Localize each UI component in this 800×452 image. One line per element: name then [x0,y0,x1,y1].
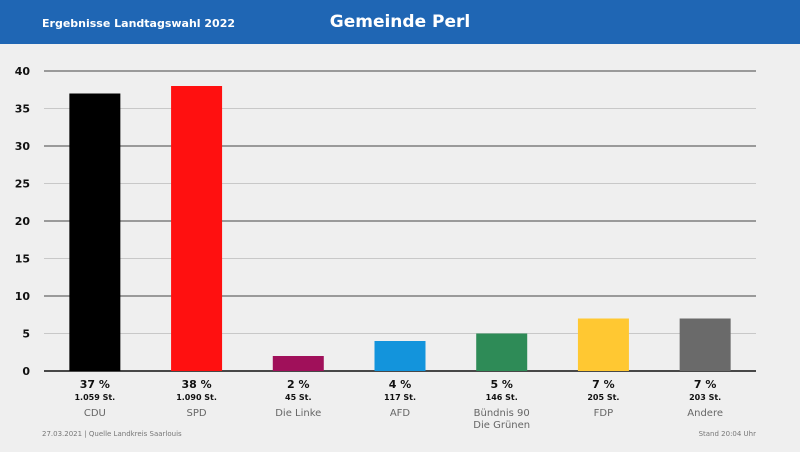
header-bar: Ergebnisse Landtagswahl 2022 Gemeinde Pe… [0,0,800,44]
bar-votes-label: 1.059 St. [74,393,115,402]
x-tick-label: Bündnis 90 [474,408,530,419]
y-tick-label: 40 [15,65,31,78]
bar-percent-label: 2 % [287,378,310,391]
x-tick-label: Die Grünen [473,420,530,431]
y-tick-label: 35 [15,103,30,116]
y-tick-label: 30 [15,140,31,153]
bar [577,318,629,371]
x-tick-label: FDP [594,408,613,419]
bar [69,93,121,371]
y-tick-label: 20 [15,215,31,228]
bar-percent-label: 7 % [694,378,717,391]
bar-percent-label: 4 % [389,378,412,391]
bar [272,356,324,371]
x-tick-label: Andere [687,408,723,419]
bar-percent-label: 38 % [181,378,211,391]
bar-votes-label: 146 St. [486,393,518,402]
bar [476,333,528,371]
bar [374,341,426,371]
chart-title: Gemeinde Perl [329,12,471,32]
chart-subtitle: Ergebnisse Landtagswahl 2022 [42,17,236,30]
x-tick-label: Die Linke [275,408,321,419]
bar [679,318,731,371]
bar-percent-label: 5 % [490,378,513,391]
bar-votes-label: 117 St. [384,393,416,402]
x-tick-label: AFD [390,408,411,419]
timestamp: Stand 20:04 Uhr [698,430,756,438]
bar-votes-label: 203 St. [689,393,721,402]
bar [171,86,223,371]
y-tick-label: 5 [22,328,30,341]
bar-percent-label: 37 % [80,378,110,391]
y-tick-label: 0 [22,365,30,378]
bar-votes-label: 45 St. [285,393,312,402]
x-tick-label: SPD [187,408,207,419]
source-note: 27.03.2021 | Quelle Landkreis Saarlouis [42,430,182,438]
y-tick-label: 25 [15,178,30,191]
bar-votes-label: 1.090 St. [176,393,217,402]
bar-percent-label: 7 % [592,378,615,391]
y-tick-label: 10 [15,290,31,303]
y-tick-label: 15 [15,253,30,266]
x-tick-label: CDU [84,408,106,419]
bar-votes-label: 205 St. [587,393,619,402]
